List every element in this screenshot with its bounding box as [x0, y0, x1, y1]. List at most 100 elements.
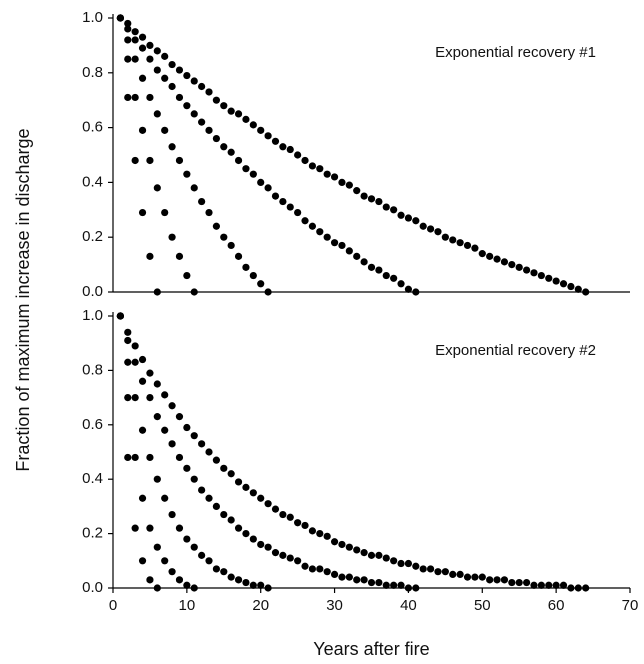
- point: [161, 52, 169, 60]
- point: [146, 576, 154, 584]
- point: [131, 453, 139, 462]
- point: [161, 426, 169, 434]
- point: [323, 568, 331, 576]
- point: [242, 115, 250, 123]
- point: [301, 562, 309, 570]
- point: [294, 557, 302, 565]
- point: [382, 271, 390, 280]
- point: [234, 524, 243, 532]
- y-tick-label: 0.8: [82, 361, 103, 378]
- point: [183, 170, 191, 178]
- point: [316, 530, 324, 538]
- point: [146, 41, 154, 50]
- point: [419, 222, 427, 230]
- point: [463, 573, 472, 581]
- annotation: Exponential recovery #1: [435, 44, 596, 61]
- point: [227, 470, 235, 478]
- point: [138, 126, 147, 134]
- point: [404, 285, 413, 293]
- point: [161, 391, 169, 399]
- point: [227, 107, 235, 115]
- point: [175, 524, 184, 532]
- point: [161, 494, 169, 502]
- point: [390, 581, 398, 589]
- point: [168, 60, 176, 69]
- point: [271, 505, 280, 513]
- y-tick-label: 0.8: [82, 64, 103, 81]
- point: [316, 228, 324, 236]
- y-tick-label: 0.0: [82, 283, 103, 300]
- point: [153, 66, 161, 74]
- point: [264, 543, 272, 551]
- point: [338, 178, 346, 186]
- point: [138, 426, 147, 434]
- point: [301, 156, 309, 165]
- point: [308, 527, 317, 535]
- x-tick-label: 70: [622, 597, 639, 614]
- point: [500, 576, 509, 584]
- point: [138, 494, 147, 502]
- point: [124, 55, 132, 63]
- point: [212, 134, 220, 143]
- point: [353, 546, 361, 554]
- x-tick-label: 60: [548, 597, 565, 614]
- point: [205, 448, 213, 456]
- y-axis-label: Fraction of maximum increase in discharg…: [13, 128, 33, 471]
- point: [559, 280, 568, 288]
- point: [124, 453, 132, 462]
- point: [530, 581, 538, 589]
- point: [168, 82, 176, 91]
- point: [257, 540, 265, 549]
- point: [190, 475, 198, 483]
- point: [515, 578, 523, 587]
- point: [582, 584, 590, 592]
- point: [190, 584, 198, 592]
- point: [397, 581, 405, 589]
- point: [153, 184, 161, 192]
- point: [234, 110, 243, 118]
- point: [574, 584, 582, 592]
- point: [286, 203, 294, 211]
- point: [175, 252, 184, 260]
- point: [508, 261, 516, 269]
- point: [234, 252, 243, 260]
- point: [345, 573, 353, 581]
- point: [234, 576, 243, 584]
- point: [175, 66, 184, 74]
- y-tick-label: 0.2: [82, 228, 103, 245]
- point: [146, 55, 154, 63]
- point: [146, 453, 154, 462]
- point: [574, 285, 582, 293]
- point: [537, 581, 545, 589]
- point: [471, 573, 479, 581]
- point: [153, 288, 161, 296]
- point: [449, 236, 457, 244]
- point: [441, 233, 449, 241]
- point: [205, 126, 213, 134]
- point: [146, 252, 154, 260]
- point: [153, 413, 161, 421]
- point: [264, 500, 272, 508]
- point: [323, 233, 331, 241]
- point: [537, 271, 545, 280]
- point: [367, 578, 376, 587]
- point: [264, 132, 272, 140]
- point: [190, 543, 198, 551]
- point: [198, 440, 206, 448]
- point: [242, 263, 250, 271]
- point: [161, 208, 169, 217]
- point: [486, 252, 494, 260]
- y-tick-label: 0.6: [82, 119, 103, 136]
- point: [367, 263, 376, 271]
- point: [493, 255, 501, 263]
- y-tick-label: 1.0: [82, 9, 103, 26]
- point: [205, 208, 213, 217]
- point: [190, 110, 198, 118]
- point: [264, 184, 272, 192]
- point: [471, 244, 479, 252]
- point: [220, 233, 228, 241]
- point: [249, 535, 257, 543]
- point: [242, 165, 250, 173]
- point: [249, 170, 257, 178]
